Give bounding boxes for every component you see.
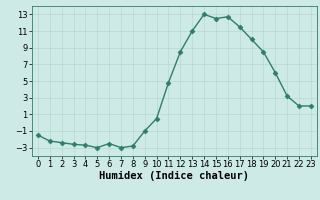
X-axis label: Humidex (Indice chaleur): Humidex (Indice chaleur) (100, 171, 249, 181)
